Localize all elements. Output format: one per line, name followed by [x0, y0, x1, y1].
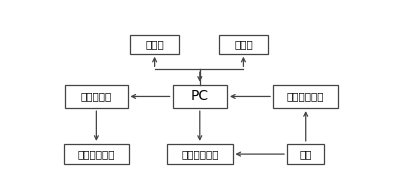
Bar — [272, 85, 338, 108]
Bar — [130, 35, 178, 54]
Text: 过流保护电路: 过流保护电路 — [286, 91, 324, 101]
Text: 电源: 电源 — [299, 149, 311, 159]
Text: 钕铁硼生产线: 钕铁硼生产线 — [77, 149, 115, 159]
Bar — [167, 144, 232, 164]
Text: 过温保护电路: 过温保护电路 — [180, 149, 218, 159]
Bar — [63, 144, 129, 164]
Bar — [65, 85, 127, 108]
Text: PC: PC — [190, 89, 209, 104]
Text: 显示器: 显示器 — [145, 39, 164, 49]
Bar — [172, 85, 227, 108]
Text: 存储器: 存储器 — [233, 39, 252, 49]
Bar — [286, 144, 324, 164]
Text: 生产线电路: 生产线电路 — [81, 91, 112, 101]
Bar — [219, 35, 267, 54]
